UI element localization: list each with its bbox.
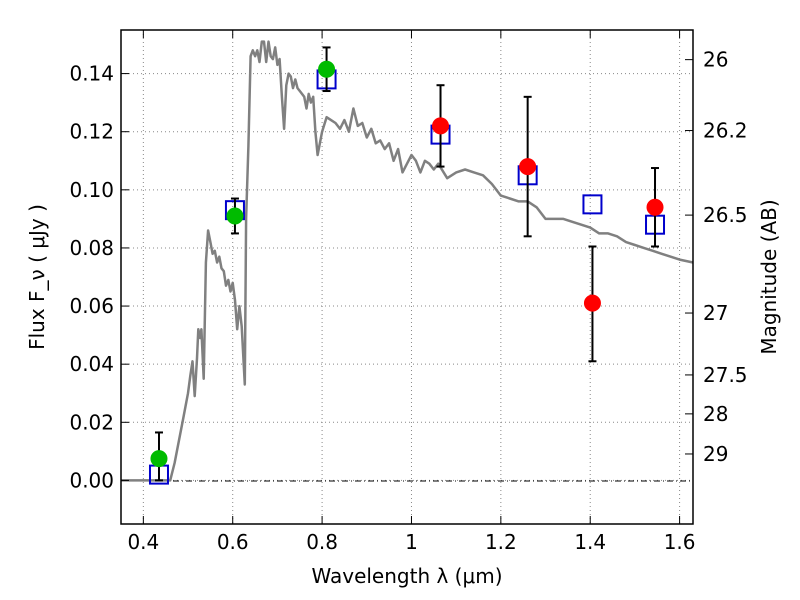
- y-tick-label: 0.06: [69, 294, 114, 318]
- y-tick-label: 0.12: [69, 120, 114, 144]
- right-tick-label: 27: [703, 301, 728, 325]
- red-data-point: [583, 294, 601, 312]
- right-tick-label: 27.5: [703, 363, 748, 387]
- axis-ticks: 0.4 0.6 0.8 1 1.2 1.4 1.6 0.00 0.02 0.04 0.06 0.08 0…: [69, 30, 748, 554]
- green-data-point: [150, 450, 168, 468]
- green-data-point: [226, 207, 244, 225]
- x-tick-label: 1: [405, 530, 418, 554]
- x-tick-label: 0.8: [306, 530, 338, 554]
- right-tick-label: 29: [703, 442, 728, 466]
- y-tick-label: 0.10: [69, 178, 114, 202]
- y-tick-label: 0.04: [69, 352, 114, 376]
- red-data-point: [432, 117, 450, 135]
- x-tick-label: 1.2: [485, 530, 517, 554]
- y-tick-label: 0.00: [69, 468, 114, 492]
- x-tick-label: 0.4: [127, 530, 159, 554]
- y-tick-label: 0.08: [69, 236, 114, 260]
- plot-area: [121, 40, 694, 485]
- model-square-point: [582, 194, 603, 215]
- x-axis-label: Wavelength λ (μm): [311, 564, 502, 588]
- model-spectrum-line: [121, 40, 694, 482]
- right-tick-label: 28: [703, 402, 728, 426]
- right-axis-label: Magnitude (AB): [757, 199, 781, 354]
- green-data-point: [318, 60, 336, 78]
- y-tick-label: 0.02: [69, 410, 114, 434]
- x-tick-label: 0.6: [217, 530, 249, 554]
- right-tick-label: 26.2: [703, 119, 748, 143]
- plot-frame: [120, 29, 694, 525]
- right-tick-label: 26: [703, 48, 728, 72]
- red-data-point: [519, 158, 537, 176]
- x-tick-label: 1.4: [574, 530, 606, 554]
- right-tick-label: 26.5: [703, 203, 748, 227]
- y-tick-label: 0.14: [69, 62, 114, 86]
- y-axis-label: Flux F_ν ( μJy ): [25, 204, 49, 350]
- red-data-point: [646, 198, 664, 216]
- x-tick-label: 1.6: [664, 530, 696, 554]
